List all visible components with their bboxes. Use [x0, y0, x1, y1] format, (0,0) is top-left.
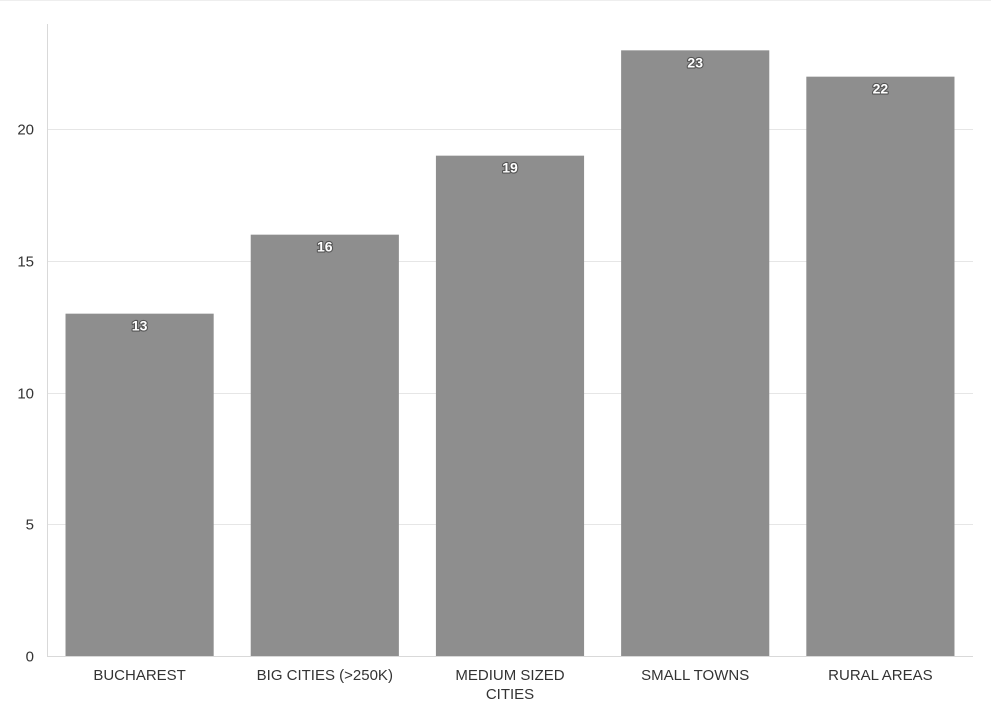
bar [250, 234, 399, 656]
bar [621, 50, 770, 657]
y-tick-label: 10 [17, 386, 34, 403]
data-labels: 13 16 19 23 22 [131, 53, 890, 335]
x-category-label-line: BUCHAREST [93, 667, 186, 684]
y-tick-label: 0 [26, 649, 34, 666]
x-category-label: MEDIUM SIZED CITIES [455, 667, 564, 703]
y-tick-label: 5 [26, 517, 34, 534]
bars [65, 50, 955, 657]
x-category-label: BUCHAREST [93, 667, 186, 684]
x-category-label-line: BIG CITIES (>250K) [257, 667, 393, 684]
x-category-label-line: MEDIUM SIZED [455, 667, 564, 684]
bar-value-label: 13 [132, 318, 148, 334]
bar [806, 76, 955, 656]
x-category-label: BIG CITIES (>250K) [257, 667, 393, 684]
x-category-labels: BUCHAREST BIG CITIES (>250K) MEDIUM SIZED C… [93, 667, 932, 703]
bar-value-label: 22 [873, 81, 889, 97]
bar-value-label: 16 [317, 239, 333, 255]
y-tick-label: 20 [17, 122, 34, 139]
axes [0, 0, 991, 657]
bar [435, 155, 585, 656]
bar-value-label: 23 [687, 54, 703, 70]
bar [65, 313, 214, 656]
x-category-label: RURAL AREAS [828, 667, 932, 684]
x-category-label: SMALL TOWNS [641, 667, 749, 684]
y-tick-labels: 0 5 10 15 20 [17, 122, 34, 666]
x-category-label-line: SMALL TOWNS [641, 667, 749, 684]
x-category-label-line: CITIES [486, 686, 534, 703]
x-category-label-line: RURAL AREAS [828, 667, 932, 684]
bar-value-label: 19 [502, 160, 518, 176]
y-tick-label: 15 [17, 254, 34, 271]
